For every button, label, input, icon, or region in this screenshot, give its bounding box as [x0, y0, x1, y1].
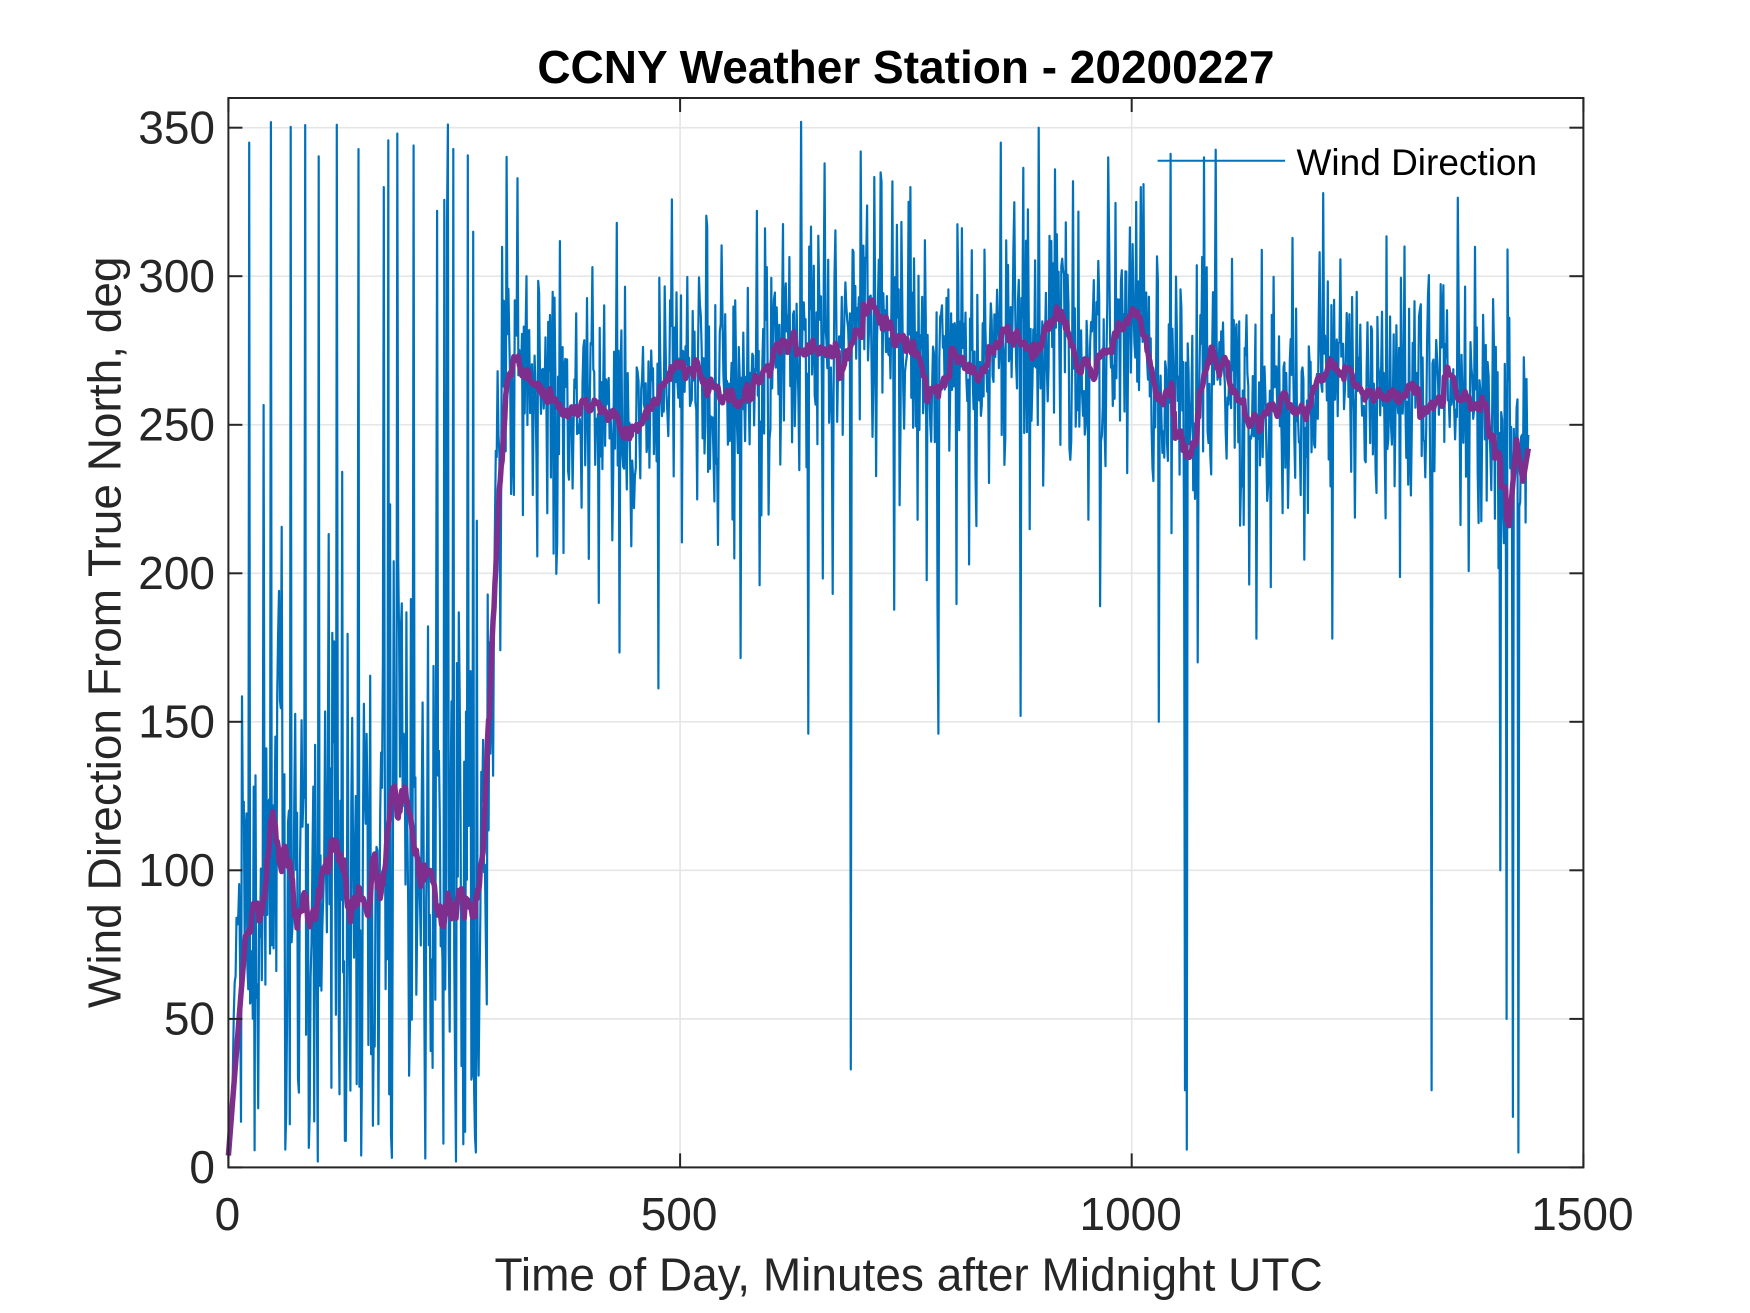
svg-text:Time of Day, Minutes after Mid: Time of Day, Minutes after Midnight UTC — [494, 1249, 1322, 1301]
svg-text:200: 200 — [138, 547, 215, 599]
svg-text:150: 150 — [138, 696, 215, 748]
svg-text:100: 100 — [138, 844, 215, 896]
svg-text:300: 300 — [138, 250, 215, 302]
svg-text:1500: 1500 — [1531, 1188, 1633, 1240]
svg-text:0: 0 — [215, 1188, 241, 1240]
svg-text:Wind Direction: Wind Direction — [1297, 142, 1538, 183]
svg-text:500: 500 — [641, 1188, 718, 1240]
svg-text:Wind Direction From True North: Wind Direction From True North, deg — [78, 257, 130, 1009]
svg-text:CCNY Weather Station - 2020022: CCNY Weather Station - 20200227 — [537, 41, 1274, 93]
svg-text:50: 50 — [164, 993, 215, 1045]
svg-text:0: 0 — [189, 1141, 215, 1193]
svg-text:1000: 1000 — [1080, 1188, 1182, 1240]
svg-text:250: 250 — [138, 399, 215, 451]
svg-text:350: 350 — [138, 102, 215, 154]
